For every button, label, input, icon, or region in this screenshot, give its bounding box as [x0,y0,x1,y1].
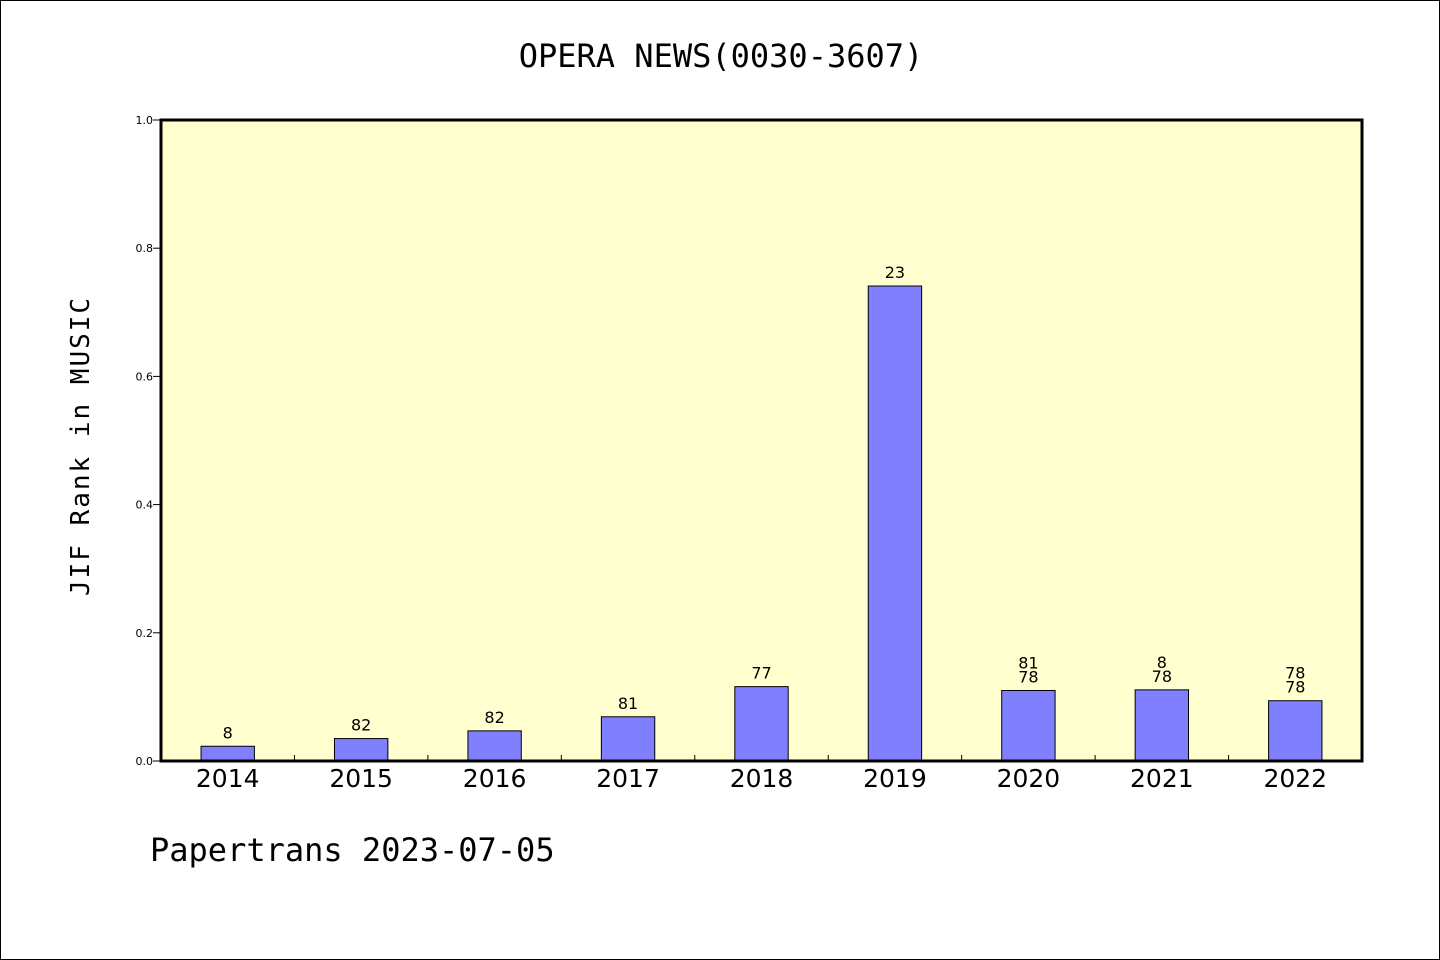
x-tick-label: 2018 [730,764,794,793]
bar-value-label: 23 [885,263,905,282]
bar-value-label: 82 [484,708,504,727]
bar-value-label: 78 [1285,678,1305,697]
footer-watermark: Papertrans 2023-07-05 [150,831,555,869]
plot-area [161,120,1362,761]
bar-value-label: 78 [1018,667,1038,686]
x-tick-label: 2016 [463,764,527,793]
x-tick-label: 2015 [329,764,393,793]
y-tick-label: 0.4 [136,499,154,512]
plot-frame [159,118,1364,763]
bar-value-label: 82 [351,716,371,735]
bar-value-label: 78 [1152,667,1172,686]
x-tick-label: 2014 [196,764,260,793]
x-tick-label: 2020 [997,764,1061,793]
bar [333,738,389,762]
bar [467,730,522,762]
bar [1001,689,1056,762]
bar-value-label: 81 [618,694,638,713]
bar-value-label: 78 [1285,664,1305,683]
x-tick-label: 2019 [863,764,927,793]
x-axis-ticks: 2014 2015 2016 2017 2018 2019 2020 2021 2022 [196,755,1327,793]
bar-value-label: 81 [1018,653,1038,672]
y-tick-label: 0.8 [136,242,154,255]
bar [1134,689,1190,762]
bar-value-label: 77 [751,664,771,683]
y-axis-ticks: 0.0 0.2 0.4 0.6 0.8 1.0 [136,114,161,768]
x-tick-label: 2022 [1263,764,1327,793]
bar [867,285,923,762]
y-tick-label: 0.6 [136,370,154,383]
x-tick-label: 2021 [1130,764,1194,793]
chart-title: OPERA NEWS(0030-3607) [519,37,924,75]
x-tick-label: 2017 [596,764,660,793]
bar [600,716,656,762]
bars [200,285,1323,762]
y-tick-label: 0.0 [136,755,154,768]
bar-value-label: 8 [1157,653,1167,672]
bar [734,686,789,762]
bar [1268,700,1323,762]
bar-value-label: 8 [223,723,233,742]
y-tick-label: 1.0 [136,114,154,127]
bar [200,745,255,762]
y-axis-label: JIF Rank in MUSIC [66,296,96,596]
y-tick-label: 0.2 [136,627,154,640]
